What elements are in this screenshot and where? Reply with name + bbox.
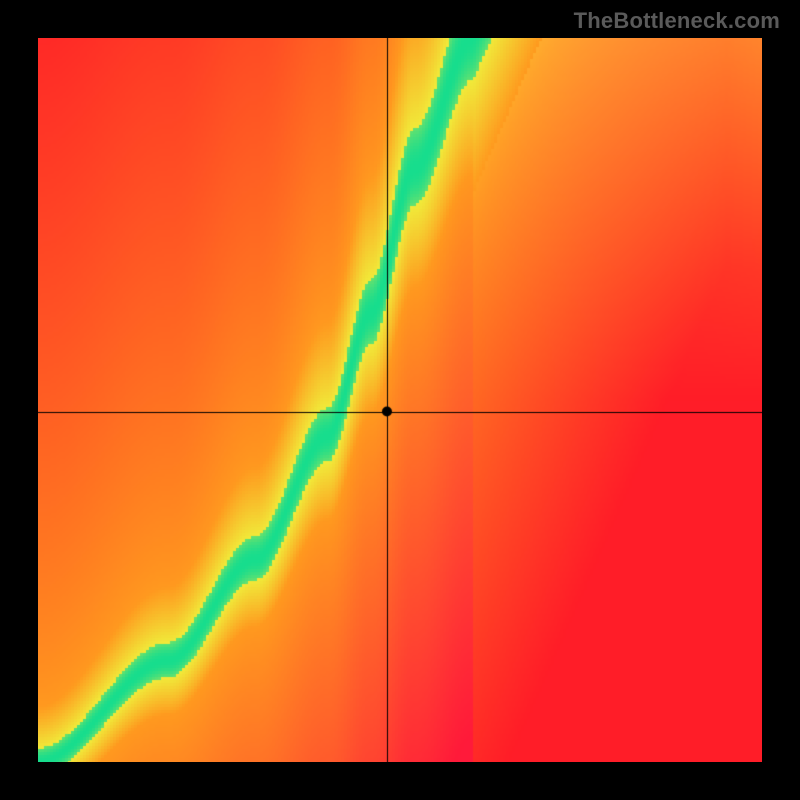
crosshair-overlay bbox=[38, 38, 762, 762]
watermark-text: TheBottleneck.com bbox=[574, 8, 780, 34]
